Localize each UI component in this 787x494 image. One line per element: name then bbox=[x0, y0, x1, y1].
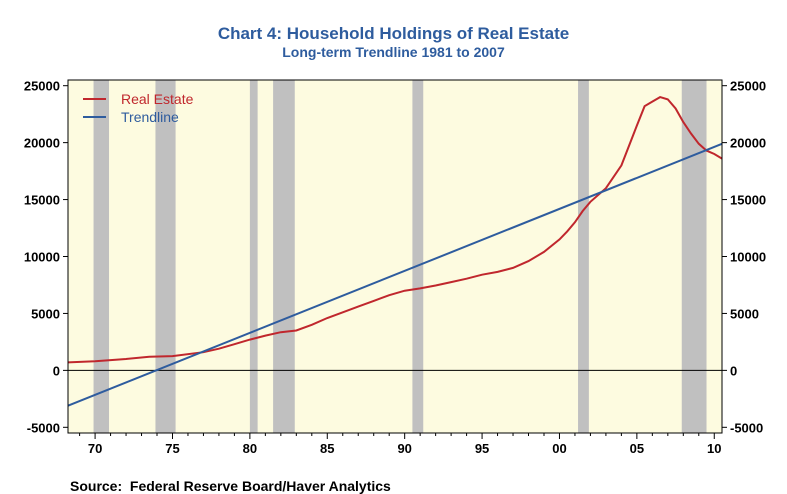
chart-title: Chart 4: Household Holdings of Real Esta… bbox=[217, 24, 570, 43]
y-tick-label-left: 0 bbox=[53, 363, 60, 378]
series-line-trendline bbox=[67, 142, 723, 407]
y-tick-label-right: 10000 bbox=[730, 250, 766, 265]
x-tick-label: 85 bbox=[320, 441, 334, 456]
y-tick-label-left: 25000 bbox=[24, 79, 60, 94]
y-tick-label-right: 5000 bbox=[730, 306, 759, 321]
y-tick-label-right: -5000 bbox=[730, 420, 763, 435]
recession-band bbox=[681, 80, 707, 433]
x-tick-label: 95 bbox=[475, 441, 489, 456]
legend-label: Trendline bbox=[121, 109, 179, 125]
recession-band bbox=[155, 80, 176, 433]
recession-band bbox=[273, 80, 295, 433]
y-tick-label-left: 5000 bbox=[31, 306, 60, 321]
x-tick-label: 75 bbox=[165, 441, 179, 456]
recession-band bbox=[412, 80, 424, 433]
y-tick-label-right: 25000 bbox=[730, 79, 766, 94]
recession-band bbox=[578, 80, 589, 433]
y-tick-label-left: 10000 bbox=[24, 250, 60, 265]
recession-band bbox=[249, 80, 258, 433]
y-tick-label-right: 0 bbox=[730, 363, 737, 378]
y-tick-label-left: 15000 bbox=[24, 193, 60, 208]
y-tick-label-right: 20000 bbox=[730, 136, 766, 151]
plot-background bbox=[68, 80, 722, 433]
y-tick-label-right: 15000 bbox=[730, 193, 766, 208]
y-tick-label-left: -5000 bbox=[27, 420, 60, 435]
y-tick-label-left: 20000 bbox=[24, 136, 60, 151]
x-tick-label: 00 bbox=[552, 441, 566, 456]
x-tick-label: 80 bbox=[243, 441, 257, 456]
x-tick-label: 05 bbox=[630, 441, 644, 456]
recession-band bbox=[93, 80, 110, 433]
x-tick-label: 10 bbox=[707, 441, 721, 456]
legend-label: Real Estate bbox=[121, 91, 194, 107]
series-line-real-estate bbox=[67, 96, 723, 364]
x-tick-label: 70 bbox=[88, 441, 102, 456]
source-note: Source: Federal Reserve Board/Haver Anal… bbox=[70, 478, 391, 494]
chart-subtitle: Long-term Trendline 1981 to 2007 bbox=[282, 44, 505, 60]
x-tick-label: 90 bbox=[397, 441, 411, 456]
